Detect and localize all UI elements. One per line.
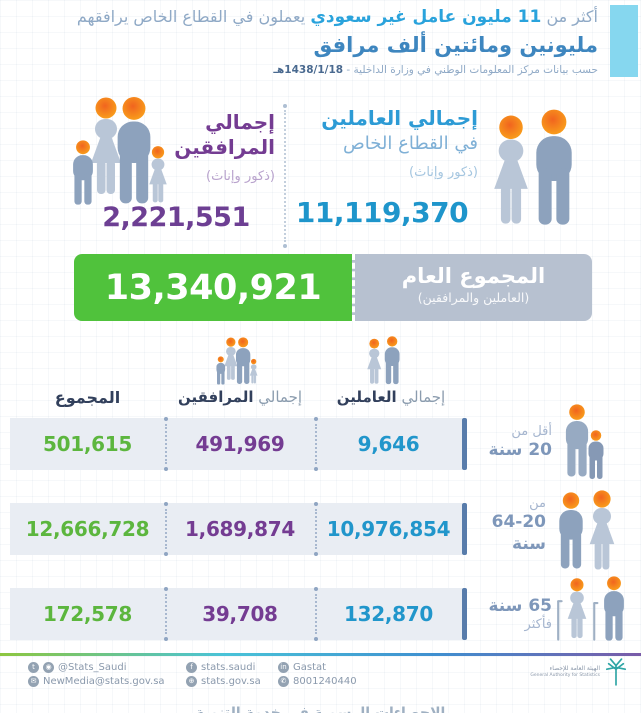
row3-age-label: 65 سنة فأكثر (468, 596, 552, 634)
headline-line2: مليونين ومائتين ألف مرافق (313, 33, 598, 57)
linkedin-handle: Gastat (293, 662, 327, 673)
table-row (10, 503, 462, 555)
workers-block: إجمالي العاملين في القطاع الخاص (ذكور وإ… (280, 106, 478, 182)
row3-workers-value: 132,870 (344, 602, 433, 626)
adult-child-icon (565, 404, 604, 479)
age1-line1: أقل من (511, 424, 552, 439)
social-links: t ◉ @Stats_Saudi f stats.saudi in Gastat… (28, 662, 358, 687)
companions-block: إجمالي المرافقين (ذكور وإناث) (160, 110, 275, 186)
column-separator (314, 417, 318, 471)
col-companions-bold: المرافقين (177, 388, 254, 406)
phone-icon: ✆ (278, 676, 289, 687)
adult-couple-icon (559, 490, 615, 570)
bottom-caption-cutoff: الإحصاءات الرسمية في خدمة التنمية (195, 705, 446, 713)
row-accent-bar (462, 418, 467, 470)
contact-website[interactable]: ⊕ stats.gov.sa (186, 676, 278, 687)
column-header-companions: إجمالي المرافقين (165, 388, 315, 406)
companions-family-icon (73, 97, 167, 205)
age3-line2: فأكثر (524, 617, 552, 633)
row1-total-value: 501,615 (43, 432, 132, 456)
workers-total-value: 11,119,370 (295, 196, 469, 229)
column-header-total: المجموع (10, 388, 165, 407)
companions-title-2: المرافقين (174, 135, 275, 159)
hero-divider (283, 104, 287, 248)
row1-companions-value: 491,969 (195, 432, 285, 456)
column-header-workers: إجمالي العاملين (315, 388, 467, 406)
column-separator (314, 587, 318, 641)
row2-age-label: من 64-20 سنة (462, 496, 546, 555)
source-date: 1438/1/18هـ (273, 64, 344, 76)
companions-total-value: 2,221,551 (102, 202, 250, 233)
age3-line1: 65 سنة (488, 596, 552, 616)
companions-note: (ذكور وإناث) (206, 169, 275, 184)
instagram-icon: ◉ (43, 662, 54, 673)
gastat-logo: الهيئة العامة للإحصاء General Authority … (528, 658, 628, 686)
grand-total-value: 13,340,921 (104, 267, 322, 308)
row-accent-bar (462, 588, 467, 640)
workers-note: (ذكور وإناث) (409, 165, 478, 180)
row1-age-label: أقل من 20 سنة (468, 424, 552, 462)
grand-total-label-box: المجموع العام (العاملين والمرافقين) (352, 254, 592, 321)
source-text: حسب بيانات مركز المعلومات الوطني في وزار… (343, 64, 598, 76)
phone-number: 8001240440 (293, 676, 357, 687)
footer-divider-gradient (0, 653, 641, 656)
table-row (10, 418, 462, 470)
age2-line3: سنة (512, 533, 546, 554)
column-separator (164, 587, 168, 641)
row2-workers-value: 10,976,854 (326, 517, 451, 541)
row2-total-value: 12,666,728 (25, 517, 150, 541)
email-icon: ✉ (28, 676, 39, 687)
twitter-icon: t (28, 662, 39, 673)
contact-phone[interactable]: ✆ 8001240440 (278, 676, 358, 687)
row-accent-bar (462, 503, 467, 555)
age2-line1: من (529, 496, 546, 511)
column-separator (164, 417, 168, 471)
headline-suffix: يعملون في القطاع الخاص يرافقهم (76, 7, 306, 26)
table-row (10, 588, 462, 640)
headline: أكثر من 11 مليون عامل غير سعودي يعملون ف… (38, 4, 598, 30)
headline-prefix: أكثر من (546, 7, 598, 26)
column-separator (314, 502, 318, 556)
grand-total-sublabel: (العاملين والمرافقين) (417, 290, 530, 305)
palm-emblem-icon (605, 658, 627, 686)
grand-total-label: المجموع العام (401, 264, 546, 288)
col-workers-bold: العاملين (336, 388, 397, 406)
website-url: stats.gov.sa (201, 676, 261, 687)
companions-title-1: إجمالي (205, 110, 275, 134)
header-accent-bar (610, 5, 638, 77)
email-address: NewMedia@stats.gov.sa (43, 676, 165, 687)
headline-highlight: 11 مليون عامل غير سعودي (310, 7, 542, 27)
col-workers-regular: إجمالي (401, 388, 446, 406)
facebook-icon: f (186, 662, 197, 673)
header: أكثر من 11 مليون عامل غير سعودي يعملون ف… (38, 4, 598, 78)
age1-line2: 20 سنة (488, 440, 552, 461)
col-companions-regular: إجمالي (258, 388, 303, 406)
companions-column-icon (216, 337, 258, 385)
twitter-handle: @Stats_Saudi (58, 662, 127, 673)
age2-line2: 64-20 (491, 512, 546, 533)
col-total-bold: المجموع (54, 388, 121, 407)
logo-name-en: General Authority for Statistics (530, 672, 600, 678)
workers-title: إجمالي العاملين (321, 106, 478, 130)
row1-workers-value: 9,646 (357, 432, 420, 456)
row2-companions-value: 1,689,874 (185, 517, 295, 541)
workers-couple-icon (494, 109, 572, 225)
linkedin-icon: in (278, 662, 289, 673)
workers-column-icon (367, 336, 400, 385)
row3-companions-value: 39,708 (202, 602, 278, 626)
column-separator (164, 502, 168, 556)
globe-icon: ⊕ (186, 676, 197, 687)
logo-name-ar: الهيئة العامة للإحصاء (549, 665, 600, 673)
social-linkedin[interactable]: in Gastat (278, 662, 358, 673)
workers-subtitle: في القطاع الخاص (343, 133, 478, 154)
elderly-couple-icon (557, 576, 624, 641)
grand-total-value-box: 13,340,921 (74, 254, 352, 321)
social-facebook[interactable]: f stats.saudi (186, 662, 278, 673)
row3-total-value: 172,578 (43, 602, 132, 626)
facebook-handle: stats.saudi (201, 662, 256, 673)
contact-email[interactable]: ✉ NewMedia@stats.gov.sa (28, 676, 186, 687)
social-twitter[interactable]: t ◉ @Stats_Saudi (28, 662, 186, 673)
source-note: حسب بيانات مركز المعلومات الوطني في وزار… (38, 62, 598, 78)
